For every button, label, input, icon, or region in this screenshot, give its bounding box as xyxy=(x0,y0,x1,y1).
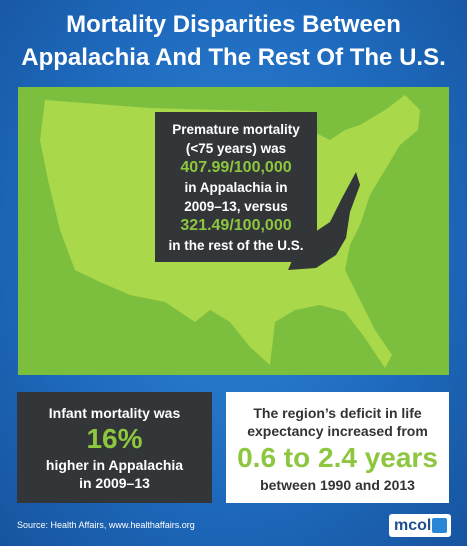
logo-icon xyxy=(432,518,447,533)
text: Infant mortality was xyxy=(48,405,181,421)
life-expectancy-box: The region’s deficit in life expectancy … xyxy=(226,392,449,503)
logo-text: mcol xyxy=(394,517,432,534)
source: Source: Health Affairs, www.healthaffair… xyxy=(17,520,195,530)
text: 2009–13, versus xyxy=(184,199,288,214)
text: expectancy increased from xyxy=(247,423,428,439)
highlight: 16% xyxy=(86,423,143,454)
title-line: Mortality Disparities Between xyxy=(66,11,401,38)
title: Mortality Disparities Between Appalachia… xyxy=(0,8,467,74)
text: (<75 years) was xyxy=(185,141,287,156)
text: between 1990 and 2013 xyxy=(260,477,415,493)
text: The region’s deficit in life xyxy=(253,405,422,421)
highlight: 0.6 to 2.4 years xyxy=(237,442,438,473)
highlight: 321.49/100,000 xyxy=(180,217,292,234)
callout-box: Premature mortality (<75 years) was 407.… xyxy=(155,112,317,262)
text: higher in Appalachia xyxy=(45,457,184,473)
text: Premature mortality xyxy=(172,122,300,137)
title-line: Appalachia And The Rest Of The U.S. xyxy=(21,44,446,71)
logo: mcol xyxy=(389,514,451,537)
text: in 2009–13 xyxy=(79,475,150,491)
text: in Appalachia in xyxy=(184,180,288,195)
infant-mortality-box: Infant mortality was 16% higher in Appal… xyxy=(17,392,212,503)
text: in the rest of the U.S. xyxy=(168,238,304,253)
highlight: 407.99/100,000 xyxy=(180,159,292,176)
